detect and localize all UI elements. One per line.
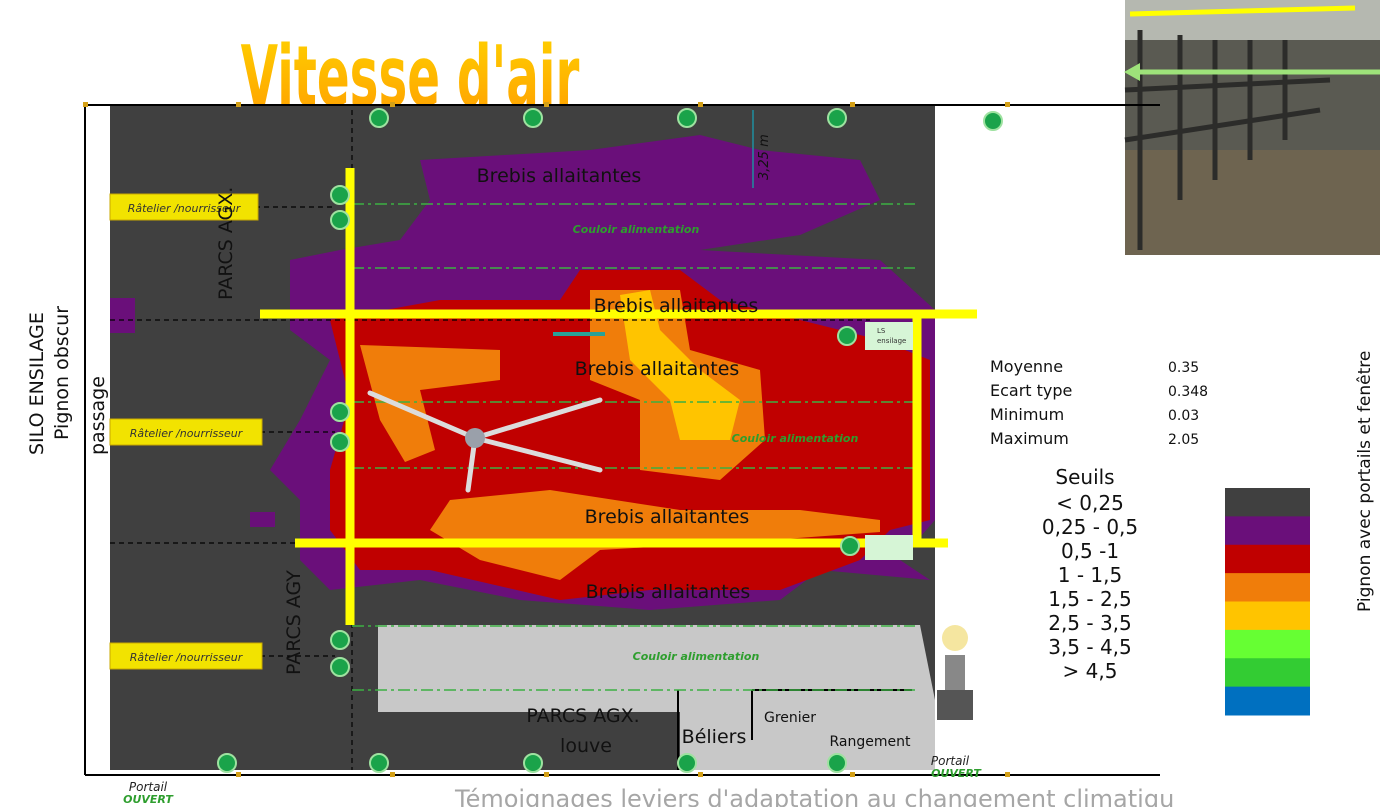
corridor-label: Couloir alimentation <box>573 223 700 236</box>
silo-sub-label: Pignon obscur <box>51 306 73 440</box>
thresholds-legend: < 0,250,25 - 0,50,5 -11 - 1,51,5 - 2,52,… <box>1042 488 1310 716</box>
floor-plan <box>83 102 1160 777</box>
threshold-swatch <box>1225 629 1310 659</box>
threshold-label: > 4,5 <box>1063 659 1118 683</box>
threshold-label: 0,25 - 0,5 <box>1042 515 1138 539</box>
feeders: Râtelier /nourrisseur Râtelier /nourriss… <box>109 193 263 670</box>
feeder-label: Râtelier /nourrisseur <box>130 427 244 440</box>
pen-label: Brebis allaitantes <box>594 295 759 317</box>
portail-label: Portail <box>931 754 970 768</box>
corridor-label: Couloir alimentation <box>732 432 859 445</box>
tractor-icon <box>937 625 973 720</box>
stat-value: 0.348 <box>1168 384 1208 400</box>
stat-name: Minimum <box>990 405 1064 424</box>
grenier-label: Grenier <box>764 710 816 726</box>
stats-table: Moyenne 0.35 Ecart type 0.348 Minimum 0.03 Max… <box>990 357 1208 448</box>
stat-name: Ecart type <box>990 381 1072 400</box>
thresholds-title: Seuils <box>1055 465 1114 489</box>
footer: Témoignages leviers d'adaptation au chan… <box>454 785 1174 807</box>
parcs-agy-label: PARCS AGY <box>283 570 305 675</box>
threshold-swatch <box>1225 544 1310 574</box>
threshold-label: 1 - 1,5 <box>1058 563 1122 587</box>
feeder-label: Râtelier /nourrisseur <box>128 202 242 215</box>
threshold-swatch <box>1225 686 1310 716</box>
threshold-swatch <box>1225 573 1310 602</box>
stat-value: 0.35 <box>1168 360 1199 376</box>
corridor-label: Couloir alimentation <box>633 650 760 663</box>
height-label: 3,25 m <box>757 134 772 180</box>
threshold-swatch <box>1225 658 1310 688</box>
pen-label: Brebis allaitantes <box>575 358 740 380</box>
stat-value: 2.05 <box>1168 432 1199 448</box>
portail-state: OUVERT <box>931 767 982 780</box>
pen-label: Brebis allaitantes <box>586 581 751 603</box>
stat-value: 0.03 <box>1168 408 1199 424</box>
stat-name: Maximum <box>990 429 1069 448</box>
photo <box>1124 0 1380 255</box>
stat-name: Moyenne <box>990 357 1063 376</box>
threshold-swatch <box>1225 601 1310 631</box>
threshold-swatch <box>1225 488 1310 517</box>
gable-label: Pignon avec portails et fenêtre <box>1355 351 1375 612</box>
threshold-label: 1,5 - 2,5 <box>1048 587 1132 611</box>
portail-state: OUVERT <box>123 793 174 806</box>
feeder-label: Râtelier /nourrisseur <box>130 651 244 664</box>
passage-label: passage <box>87 376 109 455</box>
ls-label: ensilage <box>877 337 906 345</box>
silo-label: SILO ENSILAGE <box>26 312 48 455</box>
threshold-swatch <box>1225 516 1310 546</box>
louve-label: PARCS AGX. <box>526 705 639 727</box>
portail-label: Portail <box>129 780 168 794</box>
rangement-label: Rangement <box>830 734 911 750</box>
threshold-label: 2,5 - 3,5 <box>1048 611 1132 635</box>
threshold-label: < 0,25 <box>1056 491 1124 515</box>
louve-label: louve <box>560 735 612 757</box>
threshold-label: 0,5 -1 <box>1061 539 1119 563</box>
beliers-label: Béliers <box>682 726 747 748</box>
parcs-agx-label: PARCS AGX. <box>215 187 237 300</box>
threshold-label: 3,5 - 4,5 <box>1048 635 1132 659</box>
pen-label: Brebis allaitantes <box>477 165 642 187</box>
ls-label: LS <box>877 327 886 335</box>
pen-label: Brebis allaitantes <box>585 506 750 528</box>
